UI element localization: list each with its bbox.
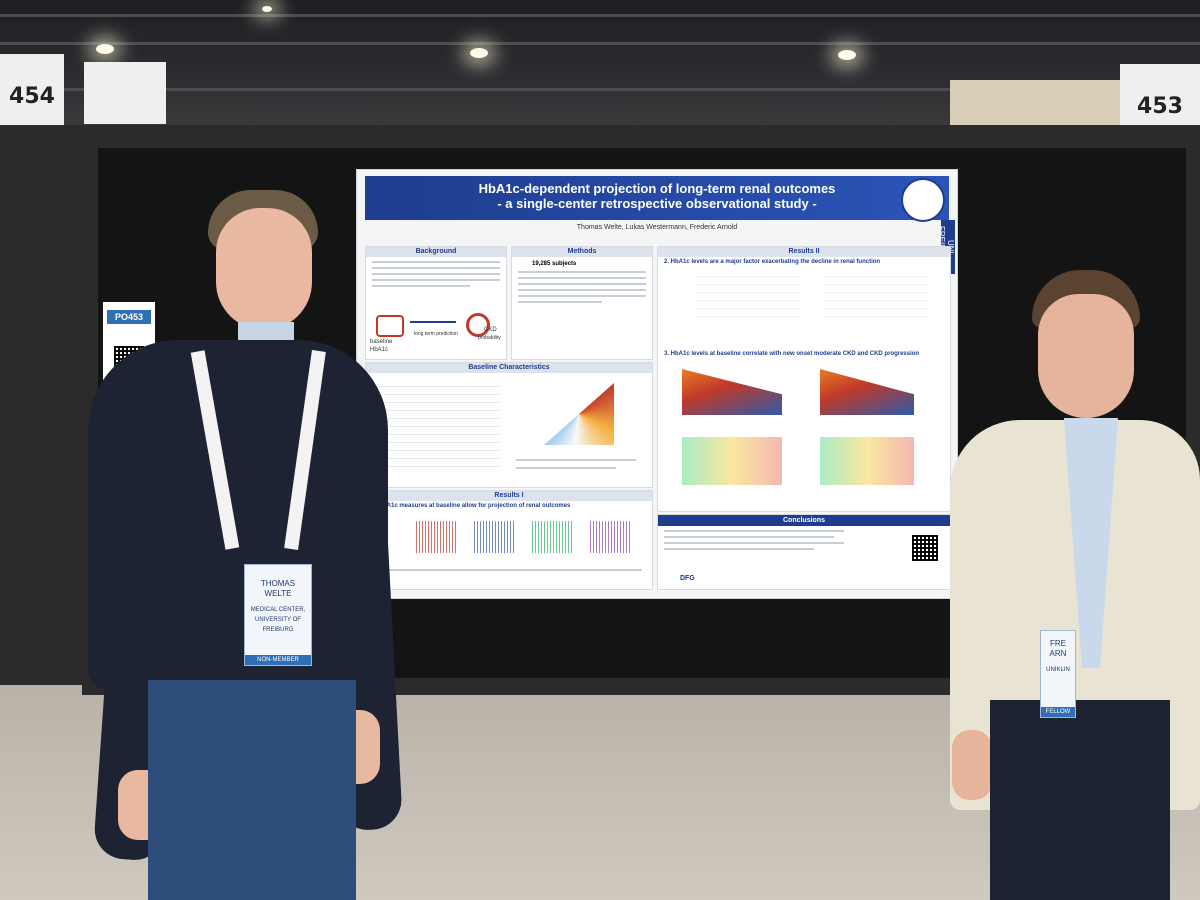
label-baseline: baseline — [370, 339, 393, 345]
panel-heading: Results I — [366, 491, 652, 501]
booth-sign-blank — [84, 62, 166, 124]
baseline-table — [372, 379, 500, 467]
poster-title: HbA1c-dependent projection of long-term … — [478, 181, 836, 196]
scatter-plot — [474, 521, 516, 553]
ceiling-light — [262, 6, 272, 12]
panel-heading: Results II — [658, 247, 950, 257]
name-badge: FRE ARN UNIKLIN FELLOW — [1040, 630, 1076, 718]
ceiling-beam — [60, 88, 960, 91]
badge-org: FREIBURG — [262, 627, 294, 633]
ceiling — [0, 0, 1200, 130]
panel-baseline: Baseline Characteristics — [365, 362, 653, 488]
funding-logo: DFG — [680, 575, 695, 582]
panel-heading: Conclusions — [658, 515, 950, 526]
poster-subtitle: - a single-center retrospective observat… — [497, 196, 817, 211]
poster-banner: HbA1c-dependent projection of long-term … — [365, 176, 949, 220]
badge-type: NON-MEMBER — [245, 655, 311, 665]
trousers — [990, 700, 1170, 900]
forest-plot-secondary — [826, 269, 926, 319]
methods-subjects: 19,285 subjects — [532, 261, 577, 267]
ceiling-light — [96, 44, 114, 54]
poster: HbA1c-dependent projection of long-term … — [357, 170, 957, 598]
scatter-plot — [416, 521, 458, 553]
badge-last-name: ARN — [1049, 649, 1067, 658]
forest-plot-primary — [698, 269, 798, 319]
jeans — [148, 680, 356, 900]
poster-authors: Thomas Welte, Lukas Westermann, Frederic… — [576, 224, 738, 231]
badge-last-name: WELTE — [264, 589, 292, 598]
panel-results-2: Results II 2. HbA1c levels are a major f… — [657, 246, 951, 512]
ceiling-truss — [0, 14, 1200, 17]
ceiling-light — [470, 48, 488, 58]
badge-first-name: FRE — [1050, 639, 1066, 648]
arrow-icon — [410, 321, 456, 323]
panel-heading: Methods — [512, 247, 652, 257]
face — [1038, 294, 1134, 418]
name-badge: THOMAS WELTE MEDICAL CENTER, UNIVERSITY … — [244, 564, 312, 666]
badge-first-name: THOMAS — [260, 579, 296, 588]
hand — [952, 730, 992, 800]
ceiling-truss — [0, 42, 1200, 45]
results1-subheading: 1. HbA1c measures at baseline allow for … — [372, 503, 571, 509]
label-projection: long term prediction — [414, 331, 458, 337]
label-ckd: CKD — [484, 327, 497, 333]
results2-subheading-2: 3. HbA1c levels at baseline correlate wi… — [664, 351, 920, 357]
survival-curve-secondary — [820, 369, 914, 415]
person-right: FRE ARN UNIKLIN FELLOW — [950, 270, 1200, 900]
label-hba1c: HbA1c — [370, 347, 389, 353]
hba1c-icon — [376, 315, 404, 337]
results2-subheading-1: 2. HbA1c levels are a major factor exace… — [664, 259, 881, 265]
probability-plot-primary — [682, 437, 782, 485]
face — [216, 208, 312, 330]
board-tag-id: PO453 — [107, 310, 151, 324]
panel-results-1: Results I 1. HbA1c measures at baseline … — [365, 490, 653, 590]
badge-org: UNIKLIN — [1046, 667, 1070, 673]
probability-plot-secondary — [820, 437, 914, 485]
scatter-plot — [590, 521, 632, 553]
survival-curve-primary — [682, 369, 782, 415]
kidney-icon — [466, 313, 490, 337]
label-probability: probability — [478, 335, 501, 341]
person-left: THOMAS WELTE MEDICAL CENTER, UNIVERSITY … — [88, 190, 403, 900]
correlation-heatmap — [544, 383, 614, 445]
panel-conclusions: Conclusions DFG — [657, 514, 951, 590]
badge-type: FELLOW — [1041, 707, 1075, 717]
ceiling-light — [838, 50, 856, 60]
booth-number-454: 454 — [0, 54, 64, 138]
qr-code-icon — [910, 533, 940, 563]
panel-methods: Methods 19,285 subjects — [511, 246, 653, 360]
scatter-plot — [532, 521, 574, 553]
left-board — [0, 125, 82, 685]
panel-heading: Baseline Characteristics — [366, 363, 652, 373]
university-seal-icon — [901, 178, 945, 222]
panel-heading: Background — [366, 247, 506, 257]
badge-org: MEDICAL CENTER, — [250, 607, 306, 613]
badge-org: UNIVERSITY OF — [255, 617, 301, 623]
panel-background: Background baseline HbA1c long term pred… — [365, 246, 507, 360]
